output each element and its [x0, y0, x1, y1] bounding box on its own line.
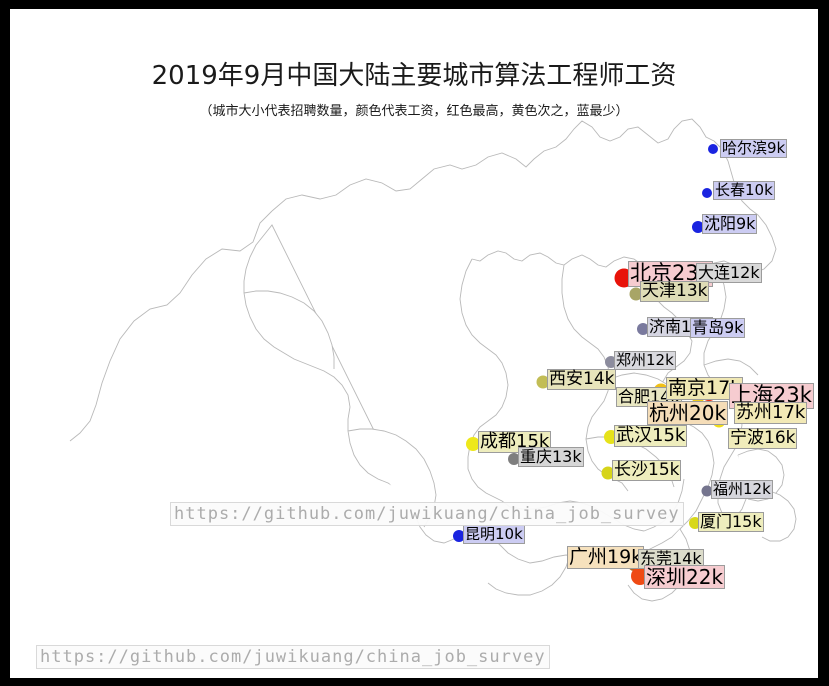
city-label: 杭州20k [647, 401, 729, 426]
city-label: 沈阳9k [702, 214, 758, 234]
city-label: 深圳22k [644, 565, 726, 590]
city-dot [702, 188, 712, 198]
city-label: 青岛9k [690, 318, 746, 338]
city-label: 东莞14k [638, 549, 704, 569]
map-canvas: 2019年9月中国大陆主要城市算法工程师工资 （城市大小代表招聘数量，颜色代表工… [10, 9, 818, 678]
city-label: 广州19k [567, 546, 645, 570]
city-label: 南京17k [666, 377, 744, 401]
city-dot [536, 375, 550, 389]
city-label: 重庆13k [518, 447, 584, 467]
city-label: 天津13k [640, 281, 710, 303]
city-dot [637, 323, 649, 335]
city-dot [701, 485, 713, 497]
city-dot [453, 530, 465, 542]
watermark-bottom: https://github.com/juwikuang/china_job_s… [36, 645, 550, 669]
city-label: 厦门15k [698, 512, 764, 532]
page-subtitle: （城市大小代表招聘数量，颜色代表工资，红色最高，黄色次之，蓝最少） [199, 104, 629, 119]
watermark-top: https://github.com/juwikuang/china_job_s… [170, 502, 684, 526]
city-label: 福州12k [711, 480, 773, 499]
city-dot [692, 221, 704, 233]
city-dot [601, 466, 615, 480]
city-dot [466, 437, 480, 451]
city-dot [508, 453, 520, 465]
city-label: 西安14k [547, 369, 617, 391]
city-label: 长沙15k [612, 460, 682, 482]
city-label: 武汉15k [614, 425, 688, 448]
city-dot [629, 287, 643, 301]
city-label: 长春10k [713, 181, 775, 200]
city-label: 哈尔滨9k [720, 139, 788, 158]
city-label: 大连12k [696, 263, 762, 283]
page-title: 2019年9月中国大陆主要城市算法工程师工资 [151, 61, 677, 91]
city-label: 苏州17k [734, 402, 808, 425]
city-dot [708, 144, 718, 154]
province-borders [69, 118, 797, 602]
city-label: 昆明10k [463, 525, 525, 544]
city-label: 郑州12k [614, 351, 676, 370]
city-label: 宁波16k [728, 428, 798, 450]
city-label: 合肥14k [616, 387, 682, 407]
